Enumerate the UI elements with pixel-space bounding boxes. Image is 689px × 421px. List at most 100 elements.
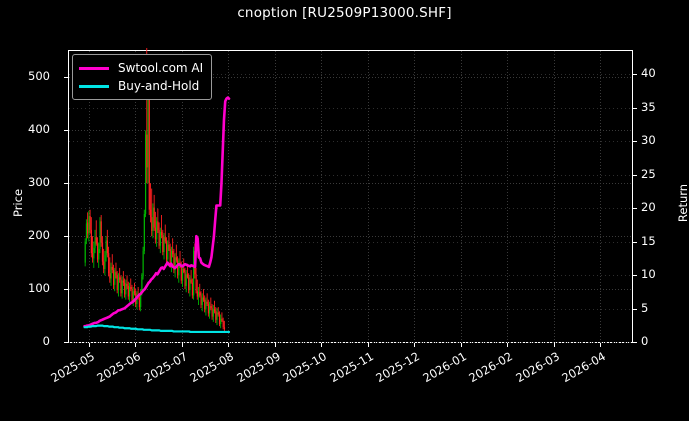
y2-tick-label: 0 xyxy=(641,334,649,348)
x-tick xyxy=(321,342,323,347)
legend-item[interactable]: Swtool.com AI xyxy=(79,59,203,77)
gridline-horizontal-right xyxy=(69,275,632,277)
candle-body xyxy=(175,257,178,261)
candle-body xyxy=(165,241,168,260)
candle-body xyxy=(103,261,105,269)
y-tick-label: 200 xyxy=(28,228,50,243)
candle-body xyxy=(126,283,128,286)
legend-item[interactable]: Buy-and-Hold xyxy=(79,77,203,95)
candle-body xyxy=(153,207,155,228)
candle-body xyxy=(222,320,224,328)
candle-body xyxy=(168,244,170,249)
candle-body xyxy=(122,280,125,283)
candle-body xyxy=(159,231,161,246)
y-tick-label: 100 xyxy=(28,281,50,296)
legend-swatch-bh xyxy=(79,84,109,88)
y2-tick xyxy=(632,174,637,176)
candle-body xyxy=(177,260,179,276)
gridline-horizontal xyxy=(69,236,632,238)
candle-body xyxy=(109,273,111,279)
y2-tick-label: 20 xyxy=(641,200,656,215)
legend-label-bh: Buy-and-Hold xyxy=(118,79,200,93)
candle-body xyxy=(167,244,169,260)
candle-body xyxy=(157,221,159,230)
x-tick xyxy=(600,342,602,347)
candle-body xyxy=(164,237,166,242)
y2-tick-label: 25 xyxy=(641,166,656,181)
y-tick-label: 400 xyxy=(28,122,50,137)
candle-body xyxy=(195,274,197,292)
candle-body xyxy=(131,289,133,301)
y2-tick xyxy=(632,308,637,310)
candle-body xyxy=(183,268,185,273)
gridline-vertical xyxy=(460,51,462,342)
y2-tick-label: 15 xyxy=(641,233,656,248)
candle-body xyxy=(138,297,141,308)
gridline-horizontal-right xyxy=(69,74,632,76)
candle-body xyxy=(223,327,226,330)
y-tick xyxy=(64,342,69,343)
candle-body xyxy=(214,309,216,312)
y2-tick-label: 10 xyxy=(641,267,656,282)
series-line xyxy=(83,324,231,334)
line-series xyxy=(83,96,231,334)
candle-body xyxy=(127,285,129,297)
series-line xyxy=(83,96,231,328)
candle-body xyxy=(163,237,165,253)
candle-body xyxy=(95,237,97,244)
candle-body xyxy=(143,213,145,251)
gridline-vertical xyxy=(553,51,555,342)
gridline-horizontal xyxy=(69,183,632,185)
candle-body xyxy=(204,299,206,310)
y-tick xyxy=(64,77,69,79)
candle-body xyxy=(115,272,117,276)
gridline-vertical xyxy=(228,51,230,342)
candle-body xyxy=(104,255,106,269)
candle-body xyxy=(147,77,149,168)
plot-area: Swtool.com AI Buy-and-Hold xyxy=(64,48,637,347)
candle-body xyxy=(201,297,203,305)
candle-body xyxy=(141,276,143,293)
candle-body xyxy=(112,270,115,285)
gridline-vertical xyxy=(181,51,183,342)
candle-body xyxy=(210,306,212,309)
candle-body xyxy=(184,272,186,286)
candle-body xyxy=(90,229,93,254)
gridline-vertical xyxy=(507,51,509,342)
x-tick xyxy=(367,342,369,347)
gridline-vertical xyxy=(367,51,369,342)
candle-body xyxy=(116,275,118,291)
y2-tick xyxy=(632,141,637,143)
x-tick xyxy=(88,342,90,347)
x-tick xyxy=(507,342,509,347)
candle-body xyxy=(200,295,202,305)
candle-body xyxy=(89,216,91,230)
x-tick xyxy=(274,342,276,347)
candle-body xyxy=(206,301,208,304)
candle-body xyxy=(217,312,219,315)
candle-body xyxy=(87,222,89,234)
chart-title: cnoption [RU2509P13000.SHF] xyxy=(237,5,452,21)
candle-body xyxy=(119,277,121,280)
right-axis-title: Return xyxy=(676,183,689,223)
candle-body xyxy=(156,221,158,240)
candle-body xyxy=(121,280,123,294)
gridline-vertical xyxy=(274,51,276,342)
candle-body xyxy=(170,250,173,265)
candle-body xyxy=(215,311,217,320)
candle-body xyxy=(188,277,190,291)
candle-body xyxy=(100,221,102,243)
gridline-vertical xyxy=(414,51,416,342)
candle-body xyxy=(181,268,184,281)
legend: Swtool.com AI Buy-and-Hold xyxy=(72,54,213,100)
gridline-horizontal-right xyxy=(69,208,632,210)
candle-body xyxy=(140,292,142,308)
candle-body xyxy=(125,283,127,295)
candle-body xyxy=(174,257,176,271)
candle-body xyxy=(130,286,132,290)
candle-body xyxy=(132,291,134,301)
candle-body xyxy=(151,217,153,231)
candle-body xyxy=(92,253,94,259)
candle-body xyxy=(197,292,200,297)
candle-body xyxy=(98,248,100,260)
